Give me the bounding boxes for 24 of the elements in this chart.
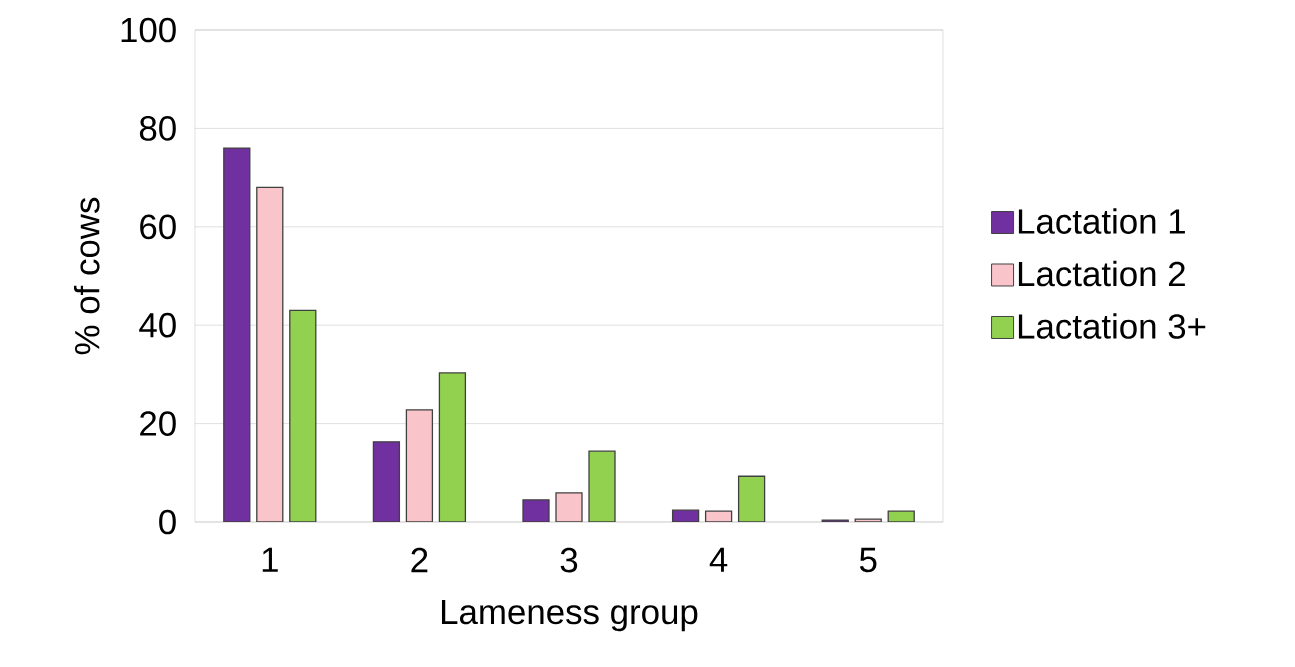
x-tick-label: 2 [411, 547, 428, 573]
bar [223, 147, 251, 522]
y-tick-label: 100 [121, 17, 176, 43]
bar [438, 372, 467, 522]
x-tick-label: 5 [859, 547, 877, 573]
x-tick-label: 1 [262, 547, 278, 572]
legend-label: Lactation 2 [1018, 260, 1185, 287]
legend-label: Lactation 1 [1018, 208, 1185, 234]
bar [588, 450, 616, 522]
bar [405, 409, 434, 522]
y-tick-label: 20 [140, 411, 176, 436]
x-tick-label: 3 [560, 547, 578, 573]
bar [256, 186, 284, 522]
x-tick-label: 4 [709, 547, 728, 572]
bar [372, 441, 401, 522]
y-tick-label: 0 [159, 509, 176, 535]
y-tick-label: 60 [140, 214, 176, 240]
y-tick-label: 40 [139, 312, 176, 338]
bar [737, 475, 766, 522]
x-axis-title: Lameness group [441, 599, 698, 632]
y-axis-title: % of cows [73, 197, 100, 355]
y-tick-label: 80 [139, 116, 176, 141]
legend-label: Lactation 3+ [1018, 313, 1206, 339]
bar [289, 309, 317, 522]
